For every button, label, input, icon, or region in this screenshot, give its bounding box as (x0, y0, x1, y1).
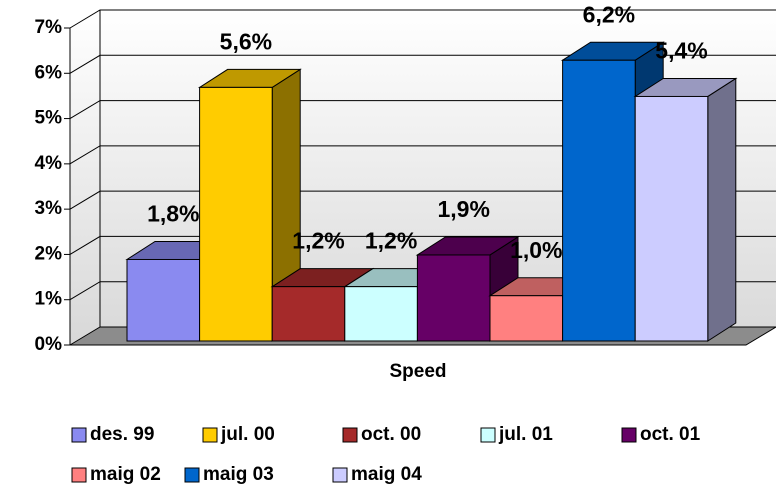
value-label: 6,2% (583, 1, 635, 27)
legend-swatch (71, 467, 87, 483)
legend-swatch (184, 467, 200, 483)
legend: des. 99 jul. 00 oct. 00 jul. 01 oct. 01 maig … (71, 424, 701, 485)
y-tick-label: 1% (35, 289, 63, 310)
legend-swatch (621, 427, 637, 443)
value-label: 5,4% (655, 38, 707, 64)
y-tick-label: 6% (35, 62, 63, 83)
legend-label: oct. 00 (361, 424, 421, 445)
bar (562, 59, 636, 342)
value-label: 1,9% (437, 196, 489, 222)
grid-line (69, 235, 776, 255)
grid-line (69, 54, 776, 74)
bar (634, 95, 709, 342)
value-label: 1,2% (292, 228, 344, 254)
grid-line (69, 9, 776, 29)
value-label: 1,8% (147, 201, 199, 227)
x-category-label: Speed (389, 361, 446, 382)
grid-line (69, 145, 776, 165)
value-label: 1,2% (365, 228, 417, 254)
legend-swatch (202, 427, 218, 443)
legend-swatch (71, 427, 87, 443)
bar-side (707, 77, 737, 342)
bar (271, 286, 346, 342)
legend-swatch (332, 467, 348, 483)
y-tick-label: 3% (35, 198, 63, 219)
grid-line (69, 100, 776, 120)
bar (416, 254, 491, 342)
y-tick-label: 5% (35, 108, 63, 129)
y-tick-label: 7% (35, 17, 63, 38)
value-label: 5,6% (220, 28, 272, 54)
legend-label: des. 99 (90, 424, 154, 445)
bar (199, 86, 273, 342)
y-tick-label: 2% (35, 243, 63, 264)
y-tick-label: 0% (35, 334, 63, 355)
legend-label: jul. 00 (220, 424, 275, 445)
legend-label: jul. 01 (498, 424, 553, 445)
bar (126, 258, 201, 342)
bars: 1,8% 5,6% 1,2% 1,2% 1,9% 1,0% 6,2% 5,4% (125, 1, 738, 342)
legend-swatch (480, 427, 496, 443)
legend-label: oct. 01 (640, 424, 701, 445)
legend-label: maig 04 (351, 464, 422, 485)
y-tick-label: 4% (35, 153, 63, 174)
bar (344, 286, 418, 342)
bar (489, 295, 564, 342)
legend-label: maig 03 (203, 464, 274, 485)
legend-swatch (342, 427, 358, 443)
legend-label: maig 02 (90, 464, 161, 485)
grid-line (69, 190, 776, 210)
value-label: 1,0% (510, 237, 562, 263)
